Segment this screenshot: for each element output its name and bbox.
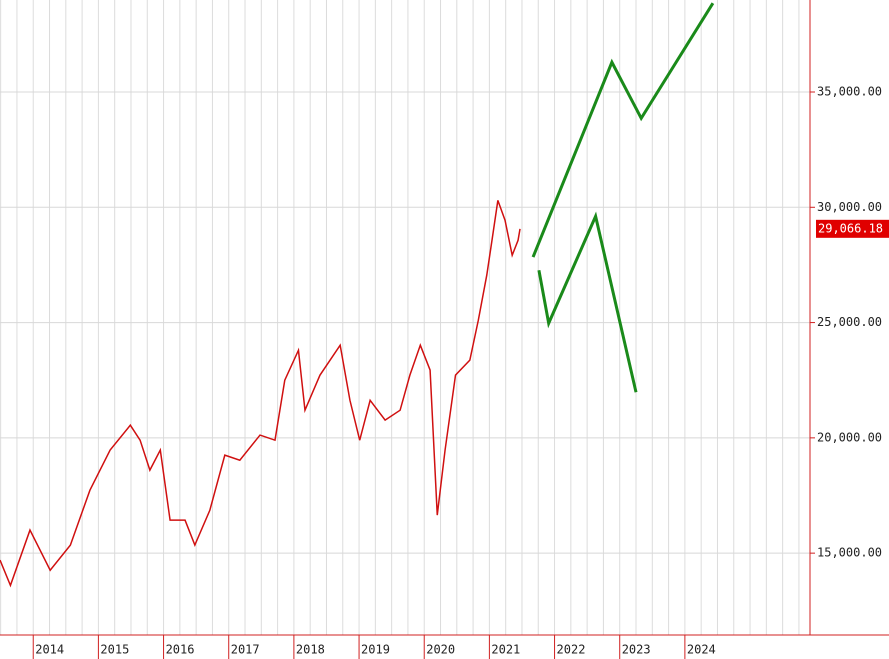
- y-tick-label: 15,000.00: [817, 546, 882, 560]
- x-tick-label: 2018: [296, 643, 325, 657]
- x-tick-label: 2023: [622, 643, 651, 657]
- y-tick-label: 25,000.00: [817, 315, 882, 329]
- x-tick-label: 2021: [491, 643, 520, 657]
- x-tick-label: 2016: [166, 643, 195, 657]
- x-tick-label: 2017: [231, 643, 260, 657]
- y-tick-label: 30,000.00: [817, 200, 882, 214]
- x-tick-label: 2015: [100, 643, 129, 657]
- y-tick-label: 35,000.00: [817, 84, 882, 98]
- x-tick-label: 2019: [361, 643, 390, 657]
- y-tick-label: 20,000.00: [817, 430, 882, 444]
- price-line: [0, 200, 521, 588]
- x-tick-label: 2014: [35, 643, 64, 657]
- x-tick-label: 2022: [557, 643, 586, 657]
- last-price-box: [816, 219, 889, 238]
- price-line: [531, 2, 715, 258]
- last-price-label: 29,066.18: [818, 221, 883, 235]
- x-tick-label: 2024: [687, 643, 716, 657]
- price-line: [537, 211, 638, 393]
- x-tick-label: 2020: [426, 643, 455, 657]
